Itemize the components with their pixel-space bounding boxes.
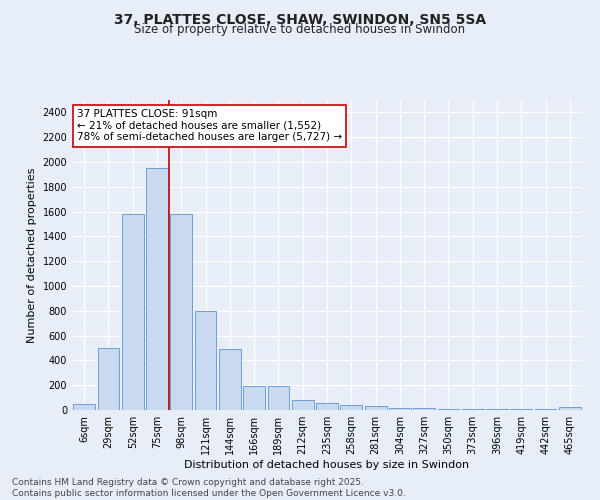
Bar [462,409,484,410]
Bar [365,406,386,410]
Bar [413,408,435,410]
Bar [292,400,314,410]
Bar [170,214,192,410]
Text: Size of property relative to detached houses in Swindon: Size of property relative to detached ho… [134,22,466,36]
Bar [340,405,362,410]
Bar [97,348,119,410]
Text: 37, PLATTES CLOSE, SHAW, SWINDON, SN5 5SA: 37, PLATTES CLOSE, SHAW, SWINDON, SN5 5S… [114,12,486,26]
Bar [122,214,143,410]
Bar [268,386,289,410]
Bar [219,349,241,410]
Text: Contains HM Land Registry data © Crown copyright and database right 2025.
Contai: Contains HM Land Registry data © Crown c… [12,478,406,498]
Bar [437,409,460,410]
Bar [559,407,581,410]
Bar [389,408,411,410]
Bar [146,168,168,410]
Bar [194,311,217,410]
Bar [316,403,338,410]
X-axis label: Distribution of detached houses by size in Swindon: Distribution of detached houses by size … [184,460,470,470]
Bar [243,386,265,410]
Text: 37 PLATTES CLOSE: 91sqm
← 21% of detached houses are smaller (1,552)
78% of semi: 37 PLATTES CLOSE: 91sqm ← 21% of detache… [77,110,342,142]
Bar [73,404,95,410]
Y-axis label: Number of detached properties: Number of detached properties [27,168,37,342]
